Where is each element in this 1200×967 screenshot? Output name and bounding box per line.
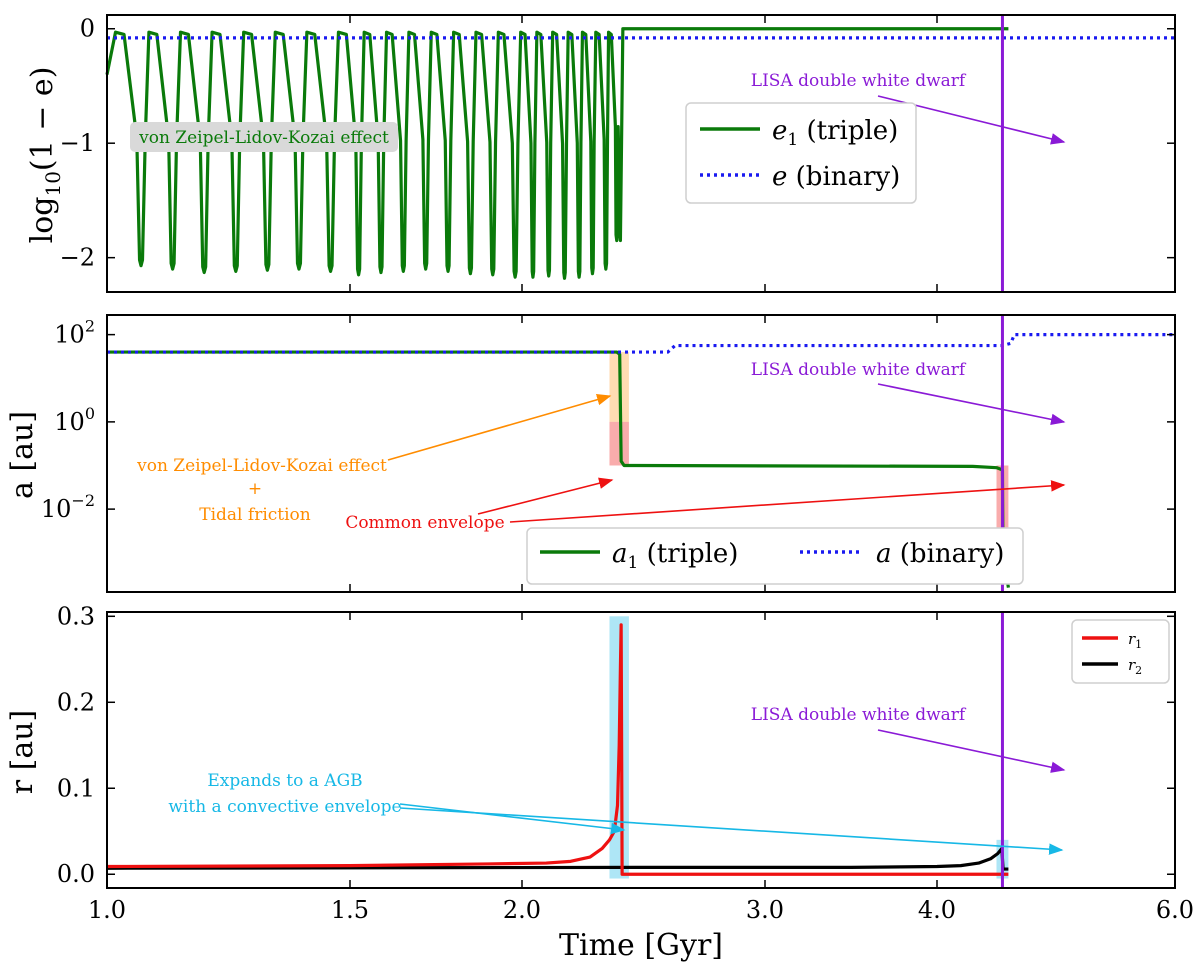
mid-ytick-label: 102 (54, 317, 95, 349)
agb-arrow-1 (399, 803, 626, 835)
panel-bot-frame (106, 611, 1176, 889)
zlk-plus: + (248, 479, 262, 499)
series-a-binary (107, 333, 1175, 354)
top-ytick-label: −2 (60, 244, 95, 272)
legend-bot: r1 r2 (1071, 619, 1170, 684)
panel-mid-frame (106, 314, 1176, 593)
agb-annotation-line2: with a convective envelope (168, 797, 401, 817)
shade-ce-1 (609, 421, 629, 466)
legend-mid-frame (526, 527, 1024, 585)
panel-eccentricity: 0 −1 −2 log10(1 − e) von Zeipel-Lidov-Koza… (25, 14, 1176, 293)
legend-mid: a1 (triple) a (binary) (526, 527, 1024, 585)
bot-ytick-label: 0.3 (57, 602, 95, 630)
top-ytick-label: 0 (80, 15, 95, 43)
mid-ytick-label: 100 (54, 404, 95, 436)
zlk-label-box (130, 122, 398, 152)
bot-ytick-label: 0.1 (57, 774, 95, 802)
xlabel: Time [Gyr] (559, 928, 723, 963)
lisa-annotation-bot: LISA double white dwarf (751, 705, 967, 725)
series-e1-triple (105, 27, 1009, 280)
zlk-annotation-mid: von Zeipel-Lidov-Kozai effect (136, 456, 387, 476)
ce-arrow-1 (477, 477, 614, 515)
ce-arrow-2 (509, 480, 1066, 523)
legend-bot-frame (1071, 619, 1170, 684)
xtick-label: 6.0 (1156, 896, 1194, 924)
xtick-label: 3.0 (746, 896, 784, 924)
lisa-arrow-mid (877, 383, 1066, 426)
zlk-arrow-mid (387, 394, 612, 461)
legend-label-e: e (binary) (772, 162, 900, 192)
xtick-label: 4.0 (918, 896, 956, 924)
legend-top: e1 (triple) e (binary) (685, 102, 917, 204)
xtick-label: 2.0 (503, 896, 541, 924)
series-r1 (106, 623, 1009, 876)
panel-semimajor-axis: 102 100 10−2 a [au] LISA double white dwar… (5, 314, 1176, 593)
legend-label-a: a (binary) (876, 539, 1004, 569)
common-envelope-annotation: Common envelope (345, 513, 504, 533)
legend-label-r1: r1 (1128, 630, 1142, 651)
tidal-friction-annotation: Tidal friction (199, 505, 311, 525)
panel-radius: 1.0 1.5 2.0 3.0 4.0 6.0 0.0 0.1 0.2 0.3 r [au] Ti… (5, 602, 1194, 963)
lisa-annotation-mid: LISA double white dwarf (751, 360, 967, 380)
zlk-annotation-top: von Zeipel-Lidov-Kozai effect (138, 128, 389, 148)
lisa-arrow-bot (877, 729, 1066, 773)
mid-ytick-label: 10−2 (41, 491, 95, 523)
lisa-annotation-top: LISA double white dwarf (751, 71, 967, 91)
ylabel-bot: r [au] (5, 710, 40, 795)
agb-annotation-line1: Expands to a AGB (207, 771, 362, 791)
top-ytick-label: −1 (60, 129, 95, 157)
ylabel-mid: a [au] (5, 411, 40, 499)
legend-label-e1: e1 (triple) (772, 116, 898, 150)
bot-ytick-label: 0.2 (57, 688, 95, 716)
xtick-label: 1.0 (88, 896, 126, 924)
ylabel-top: log10(1 − e) (25, 67, 65, 244)
bot-ytick-label: 0.0 (57, 860, 95, 888)
legend-label-r2: r2 (1128, 656, 1142, 677)
agb-arrow-2 (399, 807, 1064, 855)
xtick-label: 1.5 (331, 896, 369, 924)
panel-top-frame (106, 14, 1176, 293)
legend-label-a1: a1 (triple) (612, 539, 738, 573)
